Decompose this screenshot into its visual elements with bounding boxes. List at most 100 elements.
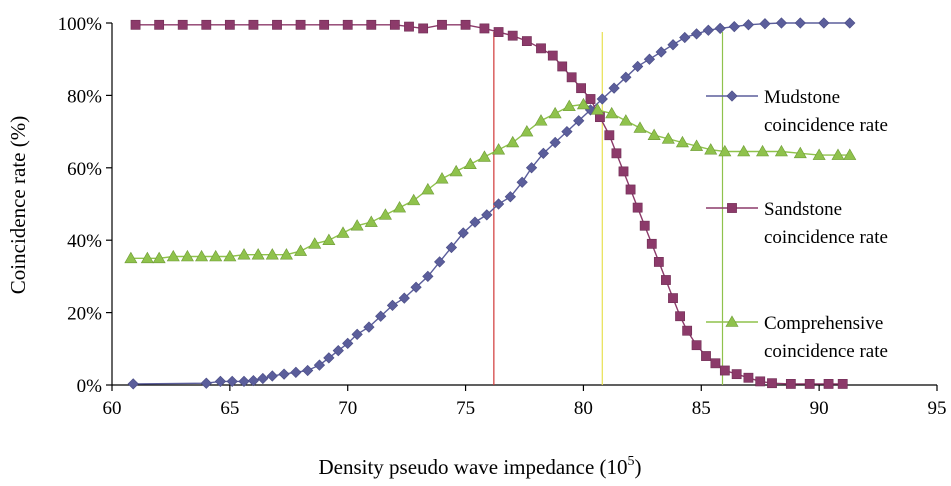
data-point-series-2 [632,202,643,213]
data-point-series-1 [759,18,771,30]
data-point-series-3 [294,244,308,256]
legend-label: Sandstone [764,199,842,220]
data-point-series-2 [710,358,721,369]
data-point-series-2 [585,94,596,104]
data-point-series-2 [576,83,586,94]
data-point-series-1 [386,299,399,311]
data-point-series-2 [342,19,353,30]
x-tick-label: 90 [810,398,829,419]
data-point-series-3 [209,249,223,262]
data-point-series-1 [323,352,335,364]
data-point-series-3 [675,135,689,148]
data-point-series-2 [604,130,615,141]
data-point-series-1 [434,256,446,268]
data-point-series-3 [647,128,661,141]
legend-label: coincidence rate [764,341,888,362]
data-point-series-3 [449,164,463,177]
data-point-series-2 [767,378,777,389]
data-point-series-1 [643,53,656,65]
y-tick-label: 80% [67,86,102,107]
legend-label: Mudstone [764,87,840,108]
data-point-series-3 [477,150,491,162]
data-point-series-1 [238,375,250,388]
data-point-series-3 [350,219,364,231]
data-point-series-1 [266,370,278,382]
data-point-series-2 [646,238,657,249]
legend-marker [725,315,739,327]
x-tick-label: 80 [574,398,593,419]
legend: Mudstone coincidence rate Sandstone coincid… [706,87,888,362]
data-point-series-1 [457,227,469,239]
data-point-series-1 [290,366,302,378]
data-point-series-3 [718,144,732,157]
data-point-series-3 [393,201,407,213]
data-point-series-1 [702,24,714,36]
data-point-series-2 [566,72,577,83]
data-point-series-2 [201,19,212,30]
legend-marker [727,203,737,213]
data-point-series-3 [562,99,576,112]
x-tick-label: 70 [338,398,357,419]
data-point-series-1 [728,20,740,33]
y-tick-labels: 0% 20% 40% 60% 80% 100% [58,14,103,397]
data-point-series-1 [516,176,528,188]
data-point-series-1 [632,60,644,73]
data-point-series-2 [507,30,518,41]
data-point-series-3 [407,193,421,206]
data-point-series-2 [743,372,754,383]
data-point-series-2 [177,19,188,30]
data-point-series-1 [313,359,326,371]
data-point-series-1 [445,241,458,254]
legend-label: coincidence rate [764,115,888,136]
data-point-series-3 [605,106,619,119]
data-point-series-1 [363,321,375,333]
data-point-series-1 [214,375,227,388]
data-point-series-3 [591,103,605,115]
data-point-series-1 [469,216,481,228]
data-point-series-1 [537,147,549,159]
data-point-series-1 [844,17,856,29]
data-point-series-2 [547,50,558,61]
data-point-series-2 [154,19,165,30]
x-axis-title-superscript: 5 [628,454,635,469]
data-point-series-3 [166,249,180,262]
data-point-series-1 [351,328,363,340]
data-point-series-2 [248,19,259,30]
data-point-series-3 [237,248,251,260]
data-point-series-1 [573,115,585,127]
y-tick-label: 20% [67,304,102,325]
data-point-series-2 [404,21,414,32]
data-point-series-2 [418,23,429,34]
data-point-series-1 [690,28,703,40]
data-point-series-1 [561,125,573,138]
data-point-series-1 [679,31,691,44]
data-point-series-3 [812,148,826,160]
data-point-series-2 [661,275,671,285]
x-tick-label: 65 [220,398,239,419]
data-point-series-3 [492,143,506,155]
data-point-series-2 [319,19,330,30]
data-point-series-2 [437,19,447,30]
data-point-series-3 [223,249,237,262]
x-tick-label: 95 [928,398,947,419]
data-point-series-1 [332,344,344,357]
data-point-series-3 [506,135,520,148]
y-tick-label: 0% [77,376,103,397]
data-point-series-3 [619,114,633,126]
data-point-series-3 [463,157,477,169]
data-point-series-1 [481,209,493,221]
data-point-series-1 [742,19,755,31]
data-point-series-3 [756,144,770,157]
data-point-series-1 [504,191,516,203]
x-tick-label: 75 [456,398,475,419]
data-point-series-2 [675,311,685,322]
data-point-series-3 [308,237,322,249]
data-point-series-2 [295,19,306,30]
data-point-series-1 [492,198,505,210]
x-axis-title: Density pseudo wave impedance (105) [318,454,641,479]
x-axis-title-main: Density pseudo wave impedance (10 [318,455,627,479]
series-markers [124,17,857,390]
data-point-series-3 [421,182,435,195]
data-point-series-1 [302,364,314,377]
